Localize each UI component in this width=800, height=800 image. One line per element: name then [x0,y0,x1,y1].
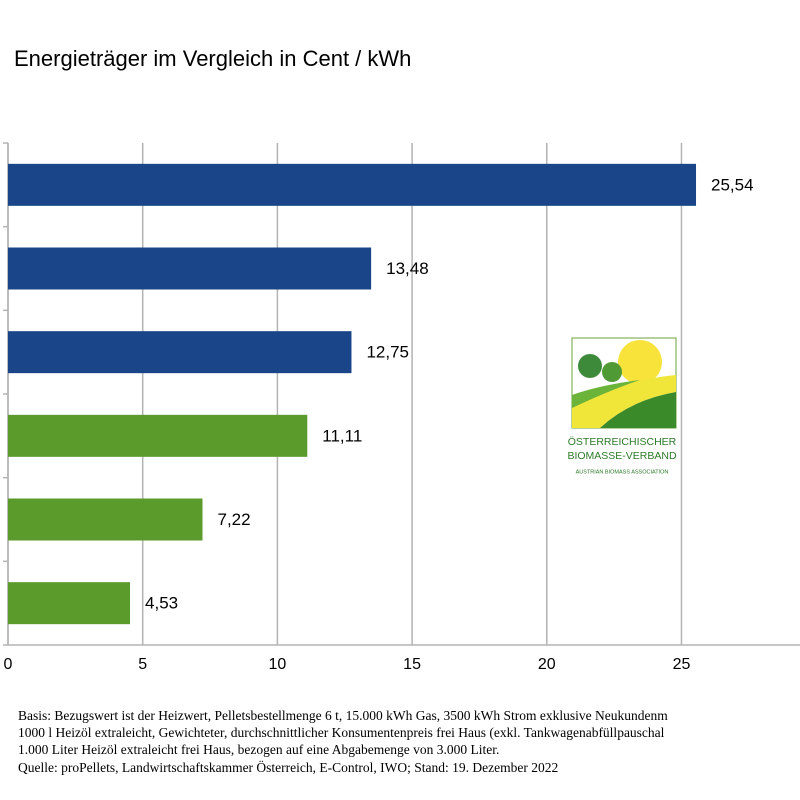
x-tick-label: 0 [4,656,13,673]
value-label: 25,54 [711,175,754,194]
x-tick-label: 5 [138,656,147,673]
x-tick-label: 25 [673,656,691,673]
x-tick-label: 20 [538,656,556,673]
x-tick-label: 15 [403,656,421,673]
bar [8,247,372,290]
value-label: 7,22 [217,510,250,529]
value-label: 12,75 [366,343,409,362]
logo-text: BIOMASSE-VERBAND [567,450,677,462]
logo: ÖSTERREICHISCHER BIOMASSE-VERBAND AUSTRI… [567,337,677,475]
value-label: 4,53 [145,594,178,613]
value-label: 11,11 [322,426,362,445]
bar [8,331,352,374]
logo-text: ÖSTERREICHISCHER [568,436,677,448]
chart-title: Energieträger im Vergleich in Cent / kWh [14,46,411,71]
bar [8,163,697,206]
footnote: Basis: Bezugswert ist der Heizwert, Pell… [18,708,668,723]
logo-text: AUSTRIAN BIOMASS ASSOCIATION [576,469,669,475]
footnote: 1000 l Heizöl extraleicht, Gewichteter, … [18,725,665,740]
value-label: 13,48 [386,259,429,278]
x-tick-label: 10 [268,656,286,673]
bar [8,414,308,457]
footnote: Quelle: proPellets, Landwirtschaftskamme… [18,760,558,775]
footnote: 1.000 Liter Heizöl extraleicht frei Haus… [18,742,499,757]
bar [8,498,203,541]
bar [8,582,131,625]
